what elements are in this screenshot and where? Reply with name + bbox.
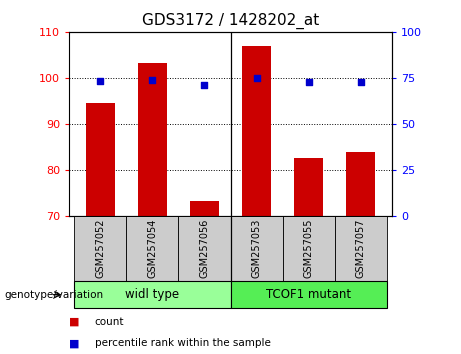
Title: GDS3172 / 1428202_at: GDS3172 / 1428202_at <box>142 13 319 29</box>
Point <box>253 75 260 81</box>
Text: percentile rank within the sample: percentile rank within the sample <box>95 338 271 348</box>
Text: ■: ■ <box>69 317 80 327</box>
Bar <box>190 201 219 216</box>
Bar <box>230 281 387 308</box>
Text: GSM257055: GSM257055 <box>304 219 313 279</box>
Bar <box>230 216 283 281</box>
Bar <box>242 46 271 216</box>
Bar <box>294 159 323 216</box>
Text: TCOF1 mutant: TCOF1 mutant <box>266 288 351 301</box>
Text: ■: ■ <box>69 338 80 348</box>
Bar <box>138 63 167 216</box>
Bar <box>86 103 115 216</box>
Bar <box>335 216 387 281</box>
Point <box>305 80 312 85</box>
Text: GSM257054: GSM257054 <box>148 219 157 278</box>
Text: genotype/variation: genotype/variation <box>5 290 104 300</box>
Text: GSM257052: GSM257052 <box>95 219 106 279</box>
Bar <box>178 216 230 281</box>
Point <box>201 82 208 88</box>
Bar <box>74 216 126 281</box>
Text: GSM257057: GSM257057 <box>355 219 366 279</box>
Text: count: count <box>95 317 124 327</box>
Text: GSM257053: GSM257053 <box>252 219 261 278</box>
Bar <box>283 216 335 281</box>
Bar <box>346 152 375 216</box>
Text: GSM257056: GSM257056 <box>200 219 209 278</box>
Point <box>149 77 156 82</box>
Point <box>97 78 104 84</box>
Text: widl type: widl type <box>125 288 179 301</box>
Point <box>357 80 364 85</box>
Bar <box>74 281 230 308</box>
Bar <box>126 216 178 281</box>
